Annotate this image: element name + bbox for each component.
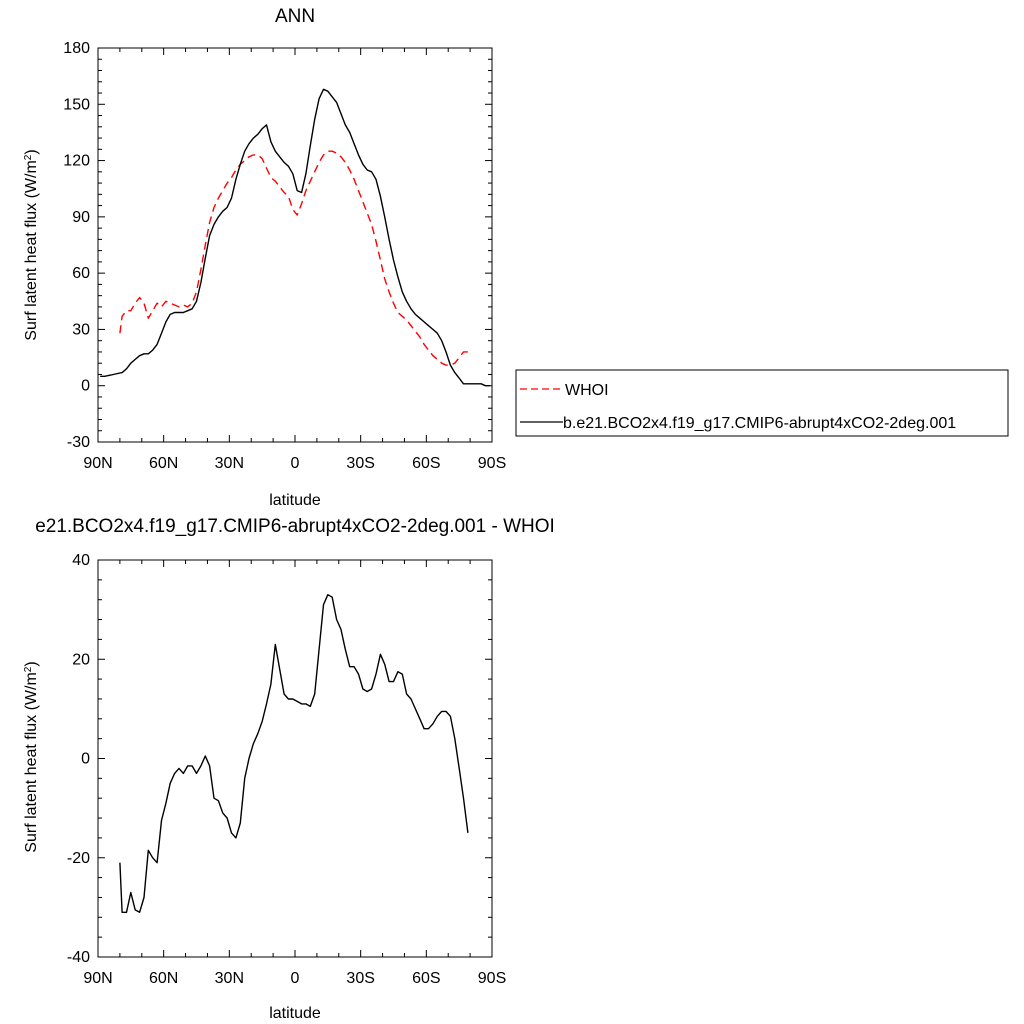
series-line-whoi bbox=[119, 150, 468, 366]
series-line-model bbox=[100, 88, 490, 387]
panel-1-y-axis: -30 0 30 60 90 120 150 180 bbox=[63, 40, 492, 451]
panel-1-y-axis-label: Surf latent heat flux (W/m2) bbox=[23, 149, 41, 340]
y-tick-label: 20 bbox=[72, 651, 90, 668]
series-line-difference bbox=[119, 594, 469, 913]
panel-1-plot-frame bbox=[97, 47, 493, 443]
panel-1-series-lines bbox=[100, 88, 490, 387]
panel-2-y-axis: -40 -20 0 20 40 bbox=[67, 552, 492, 966]
legend-label-model: b.e21.BCO2x4.f19_g17.CMIP6-abrupt4xCO2-2… bbox=[563, 415, 956, 432]
x-tick-label: 30N bbox=[215, 970, 244, 987]
y-tick-label: 180 bbox=[63, 40, 90, 57]
panel-2-series-lines bbox=[119, 594, 469, 913]
panel-2-x-axis-label: latitude bbox=[269, 1005, 321, 1022]
panel-1-x-axis: 90N 60N 30N 0 30S 60S 90S bbox=[83, 48, 506, 472]
y-tick-label: 150 bbox=[63, 96, 90, 113]
x-tick-label: 60S bbox=[412, 455, 440, 472]
x-tick-label: 30S bbox=[346, 455, 374, 472]
y-tick-label: 60 bbox=[72, 265, 90, 282]
x-tick-label: 90N bbox=[83, 970, 112, 987]
legend-box bbox=[515, 369, 1009, 437]
x-tick-label: 60S bbox=[412, 970, 440, 987]
x-tick-label: 90N bbox=[83, 455, 112, 472]
panel-annual: ANN -30 0 30 60 90 120 150 180 90N 60N 30N 0 30S 60S… bbox=[23, 6, 507, 509]
legend-label-whoi: WHOI bbox=[565, 382, 609, 399]
panel-2-x-axis: 90N 60N 30N 0 30S 60S 90S bbox=[83, 560, 506, 987]
y-tick-label: -30 bbox=[67, 434, 90, 451]
x-tick-label: 60N bbox=[149, 455, 178, 472]
panel-1-x-axis-label: latitude bbox=[269, 492, 321, 509]
x-tick-label: 60N bbox=[149, 970, 178, 987]
y-tick-label: 40 bbox=[72, 552, 90, 569]
panel-2-y-axis-label: Surf latent heat flux (W/m2) bbox=[23, 661, 41, 852]
y-tick-label: 120 bbox=[63, 153, 90, 170]
y-tick-label: 30 bbox=[72, 321, 90, 338]
x-tick-label: 90S bbox=[478, 455, 506, 472]
panel-difference: e21.BCO2x4.f19_g17.CMIP6-abrupt4xCO2-2de… bbox=[23, 516, 555, 1022]
y-tick-label: 90 bbox=[72, 209, 90, 226]
x-tick-label: 30S bbox=[346, 970, 374, 987]
x-tick-label: 0 bbox=[291, 970, 300, 987]
panel-1-title: ANN bbox=[275, 6, 315, 27]
panel-2-plot-frame bbox=[97, 559, 493, 958]
x-tick-label: 30N bbox=[215, 455, 244, 472]
y-tick-label: -40 bbox=[67, 949, 90, 966]
y-tick-label: 0 bbox=[81, 378, 90, 395]
y-tick-label: -20 bbox=[67, 850, 90, 867]
y-tick-label: 0 bbox=[81, 751, 90, 768]
legend: WHOI b.e21.BCO2x4.f19_g17.CMIP6-abrupt4x… bbox=[515, 369, 1009, 437]
x-tick-label: 0 bbox=[291, 455, 300, 472]
panel-2-title: e21.BCO2x4.f19_g17.CMIP6-abrupt4xCO2-2de… bbox=[35, 516, 555, 537]
x-tick-label: 90S bbox=[478, 970, 506, 987]
